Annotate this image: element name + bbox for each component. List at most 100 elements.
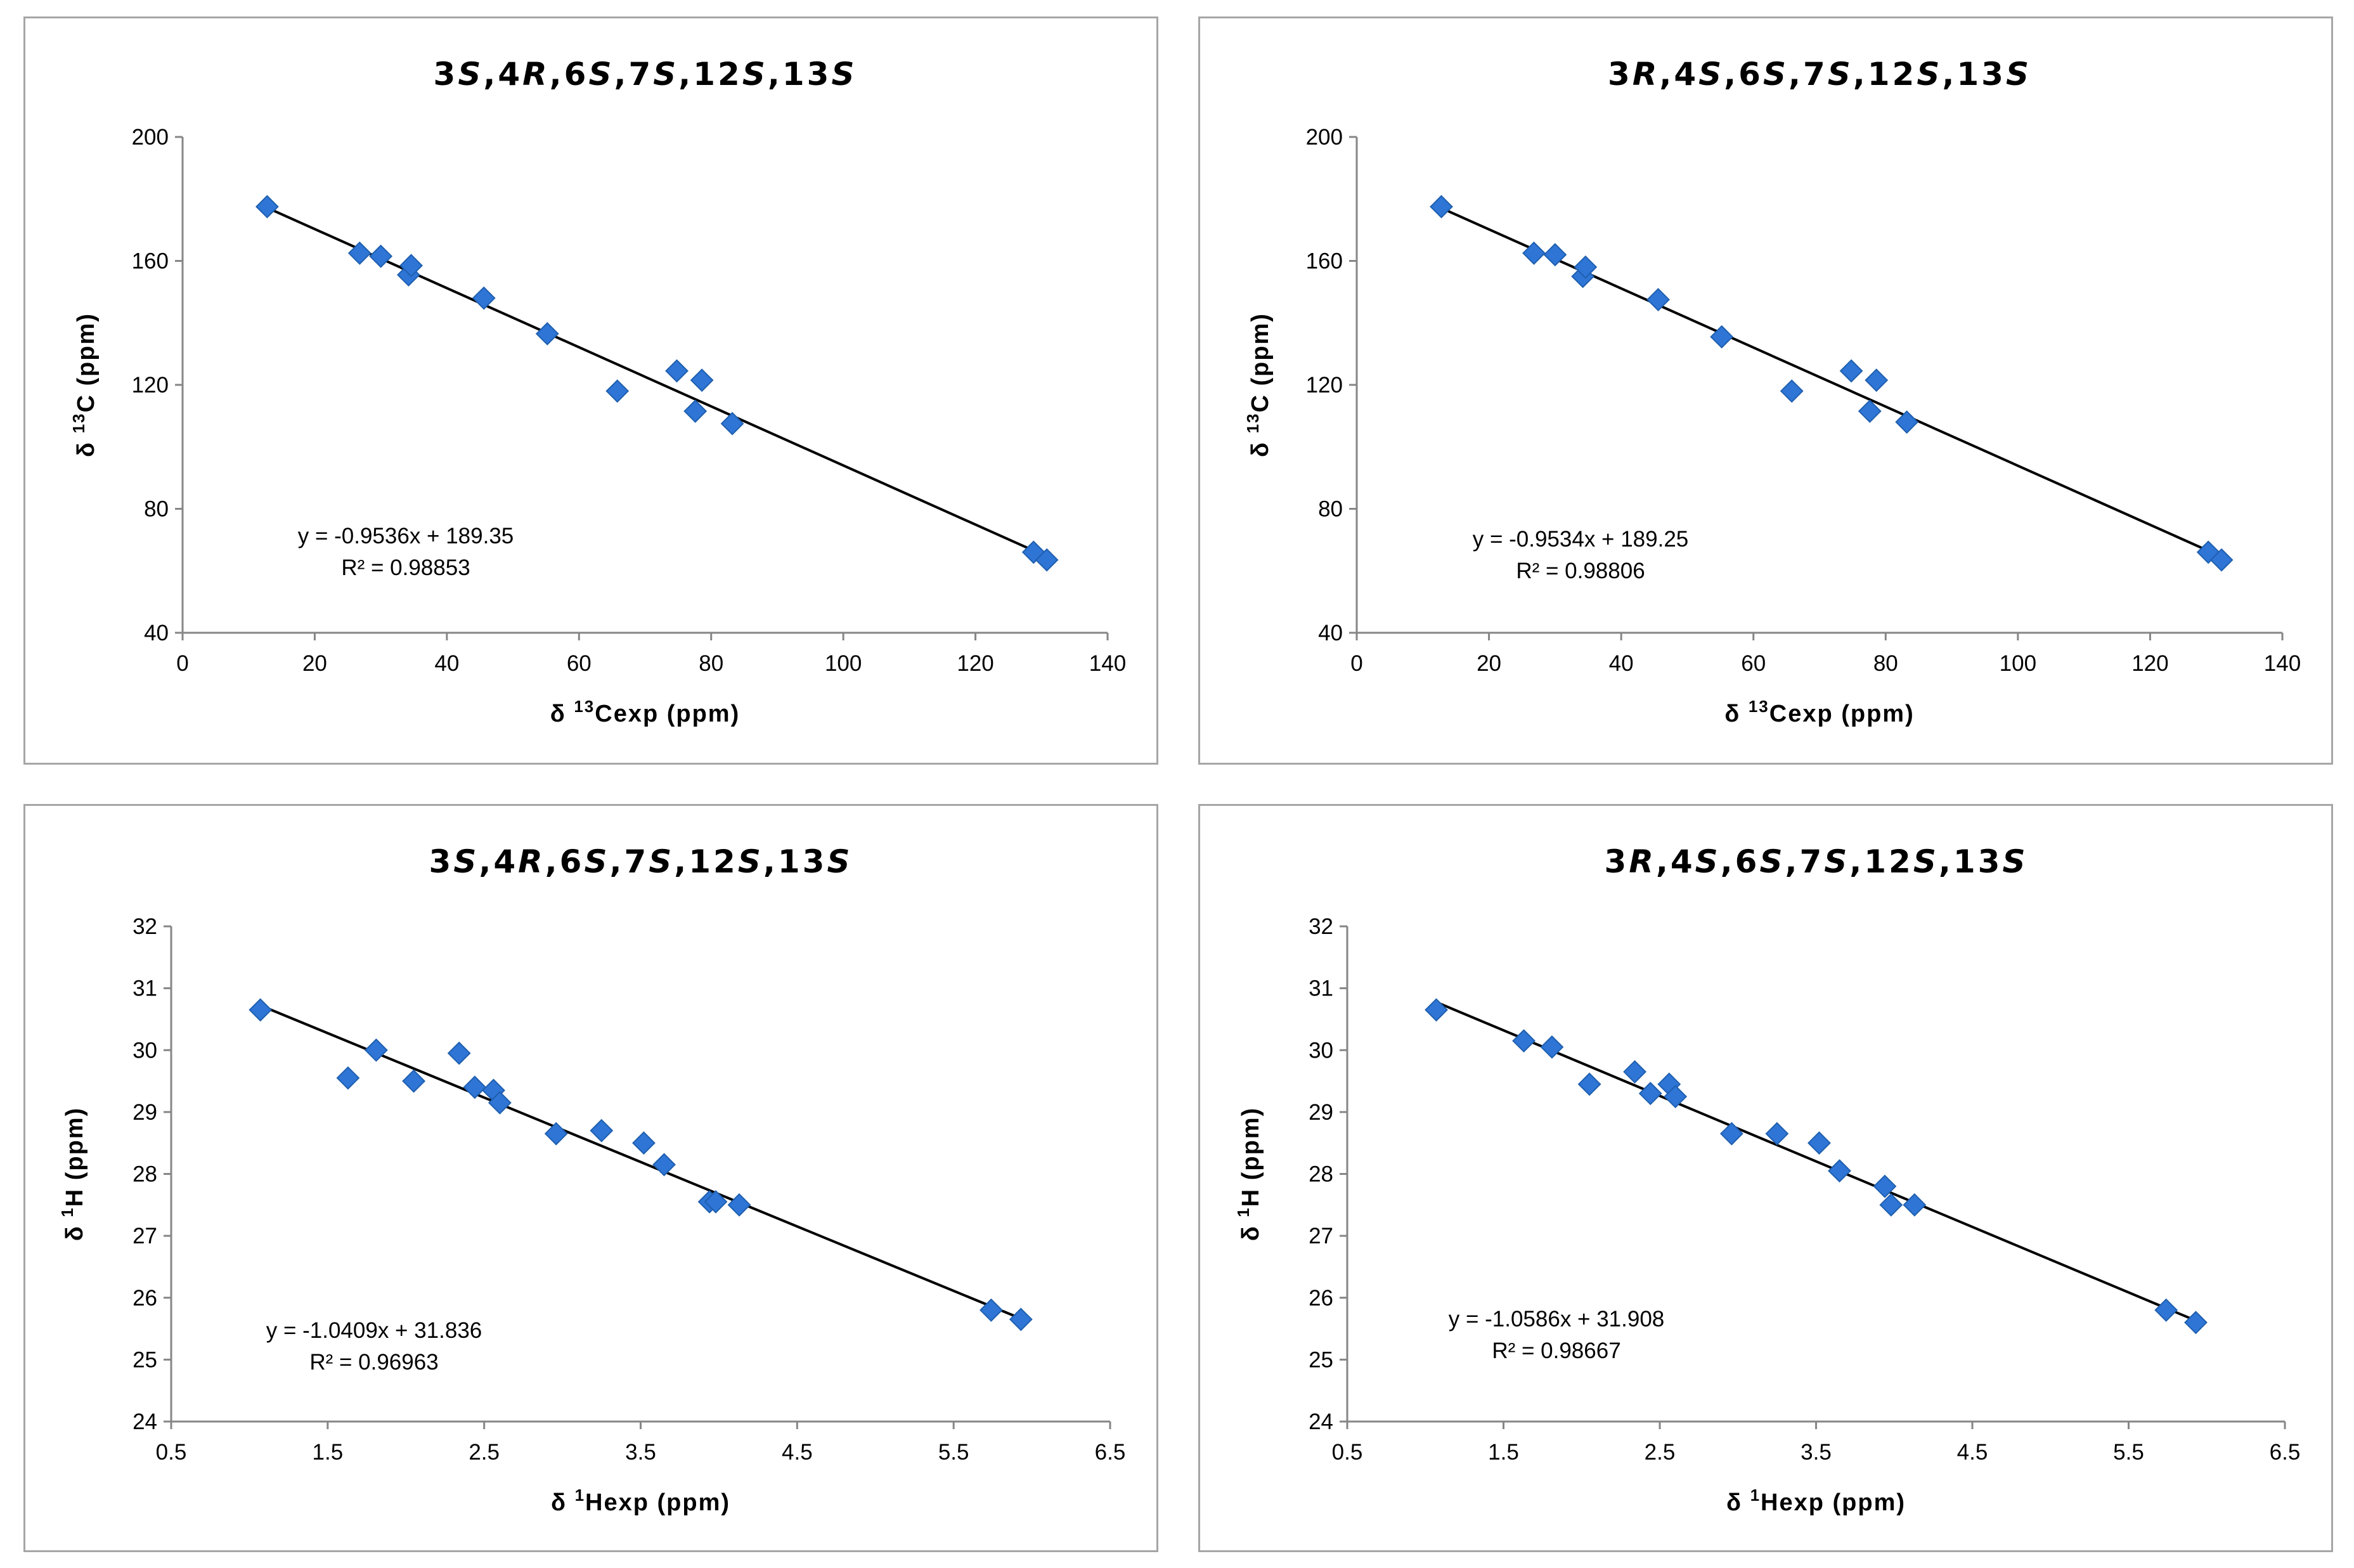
x-tick-label: 4.5 [1957, 1440, 1988, 1465]
x-tick-label: 20 [1477, 651, 1501, 676]
scatter-chart-svg: 3S,4R,6S,7S,12S,13S 40 80 120 160 200 0 20 40 60 8… [69, 56, 1126, 727]
chart-title: 3S,4R,6S,7S,12S,13S [434, 56, 857, 93]
r-squared-value: R² = 0.98806 [1516, 559, 1645, 583]
data-point [1646, 288, 1670, 312]
y-tick-label: 24 [133, 1409, 157, 1434]
data-point [1828, 1159, 1851, 1183]
data-point [1865, 368, 1889, 392]
data-point [1638, 1082, 1662, 1106]
y-tick-label: 40 [144, 621, 169, 645]
y-tick-label: 28 [1309, 1162, 1333, 1187]
data-point [1664, 1085, 1688, 1108]
data-point [1858, 399, 1882, 423]
data-point [249, 998, 273, 1022]
data-point [1009, 1307, 1033, 1332]
x-axis-title: δ 13Cexp (ppm) [1724, 697, 1915, 727]
data-point [1765, 1122, 1789, 1146]
x-tick-label: 1.5 [313, 1440, 344, 1465]
data-point [347, 241, 372, 265]
y-tick-label: 25 [1309, 1347, 1333, 1372]
y-tick-label: 32 [1309, 914, 1333, 939]
data-point [683, 399, 708, 423]
data-point [1873, 1174, 1897, 1198]
data-point [364, 1038, 388, 1062]
data-point [979, 1298, 1003, 1322]
x-tick-label: 4.5 [782, 1440, 813, 1465]
chart-panel-h1-3r4s: 3R,4S,6S,7S,12S,13S 24 25 26 27 28 29 30 31 32 0.5… [1198, 804, 2333, 1552]
data-point [720, 411, 744, 436]
scatter-chart-svg: 3R,4S,6S,7S,12S,13S 40 80 120 160 200 0 20 40 60 8… [1243, 56, 2301, 727]
y-tick-label: 80 [144, 497, 169, 522]
y-axis-title: δ 13C (ppm) [1243, 313, 1274, 457]
data-point [447, 1041, 471, 1065]
x-tick-label: 40 [434, 651, 459, 676]
x-tick-label: 6.5 [1095, 1440, 1126, 1465]
x-tick-label: 100 [825, 651, 862, 676]
data-point [1808, 1131, 1831, 1155]
data-point [1780, 379, 1804, 403]
trendline [1435, 1001, 2197, 1322]
chart-title: 3S,4R,6S,7S,12S,13S [429, 843, 853, 880]
y-tick-label: 32 [133, 914, 157, 939]
data-point [1895, 410, 1919, 434]
data-point [1543, 243, 1567, 267]
y-tick-label: 120 [1306, 373, 1343, 398]
x-tick-label: 6.5 [2270, 1440, 2301, 1465]
data-point [1839, 359, 1863, 383]
regression-equation: y = -0.9536x + 189.35 [298, 524, 514, 548]
data-point [1035, 548, 1059, 572]
data-point [472, 286, 496, 310]
y-tick-label: 31 [133, 976, 157, 1001]
y-tick-label: 26 [133, 1286, 157, 1311]
data-point [652, 1153, 676, 1177]
data-point [1522, 241, 1546, 265]
x-tick-label: 20 [302, 651, 327, 676]
y-tick-label: 160 [132, 249, 169, 274]
scatter-chart-svg: 3R,4S,6S,7S,12S,13S 24 25 26 27 28 29 30 31 32 0.5… [1234, 843, 2301, 1516]
data-point [2184, 1311, 2208, 1335]
x-tick-label: 0 [1350, 651, 1362, 676]
data-point [1879, 1193, 1903, 1217]
data-point [1577, 1072, 1601, 1096]
y-tick-label: 31 [1309, 976, 1333, 1001]
data-point [488, 1091, 512, 1115]
data-point [2209, 548, 2234, 572]
data-point [2154, 1298, 2178, 1322]
data-point [704, 1190, 728, 1214]
data-point [1574, 255, 1598, 279]
x-tick-label: 0.5 [156, 1440, 187, 1465]
data-point [1430, 195, 1453, 219]
y-tick-label: 25 [133, 1347, 157, 1372]
r-squared-value: R² = 0.96963 [309, 1350, 438, 1375]
y-tick-label: 120 [132, 373, 169, 398]
x-tick-label: 80 [699, 651, 723, 676]
x-axis-title: δ 1Hexp (ppm) [1726, 1486, 1906, 1516]
trendline [266, 206, 1047, 558]
x-tick-label: 60 [567, 651, 592, 676]
chart-panel-h1-3s4r: 3S,4R,6S,7S,12S,13S 24 25 26 27 28 29 30 31 32 0.5… [23, 804, 1158, 1552]
y-tick-label: 200 [1306, 125, 1343, 150]
x-tick-label: 5.5 [938, 1440, 969, 1465]
x-tick-label: 120 [2131, 651, 2168, 676]
x-tick-label: 100 [2000, 651, 2036, 676]
y-tick-label: 200 [132, 125, 169, 150]
x-tick-label: 5.5 [2113, 1440, 2144, 1465]
x-axis-title: δ 1Hexp (ppm) [551, 1486, 730, 1516]
x-tick-label: 2.5 [1645, 1440, 1676, 1465]
x-tick-label: 2.5 [469, 1440, 500, 1465]
y-axis-title: δ 13C (ppm) [69, 313, 100, 457]
scatter-chart-svg: 3S,4R,6S,7S,12S,13S 24 25 26 27 28 29 30 31 32 0.5… [58, 843, 1126, 1516]
data-point [402, 1069, 426, 1093]
y-tick-label: 24 [1309, 1409, 1333, 1434]
data-point [369, 244, 393, 268]
data-point [665, 359, 689, 383]
r-squared-value: R² = 0.98853 [341, 555, 470, 580]
data-point [535, 321, 559, 346]
data-point [1512, 1029, 1536, 1053]
y-tick-label: 29 [1309, 1100, 1333, 1125]
x-tick-label: 120 [957, 651, 993, 676]
data-point [1623, 1060, 1646, 1084]
y-axis-title: δ 1H (ppm) [58, 1107, 88, 1241]
x-tick-label: 3.5 [625, 1440, 656, 1465]
y-tick-label: 40 [1318, 621, 1343, 645]
